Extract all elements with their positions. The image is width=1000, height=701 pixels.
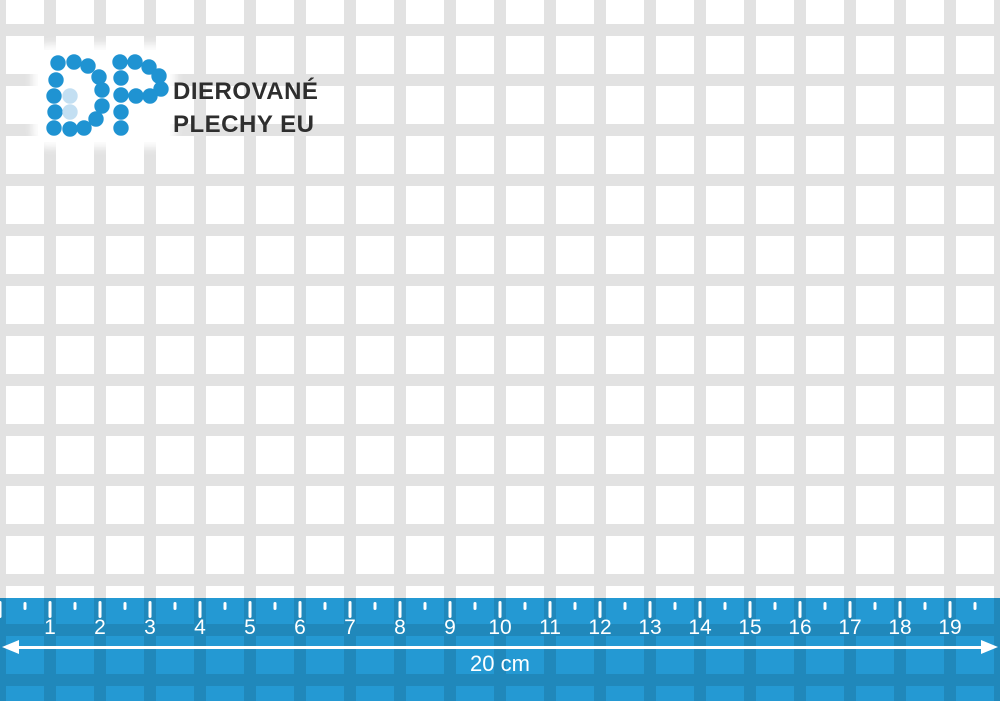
cm-number: 19 (938, 616, 962, 639)
dp-monogram-logo-icon (46, 54, 169, 137)
arrow-left-icon (2, 640, 19, 654)
major-tick (848, 601, 852, 618)
measure-arrow (2, 640, 998, 655)
minor-tick (773, 602, 777, 610)
major-tick (648, 601, 652, 618)
minor-tick (523, 602, 527, 610)
minor-tick (23, 602, 27, 610)
major-tick (748, 601, 752, 618)
minor-tick (273, 602, 277, 610)
cm-number: 13 (638, 616, 662, 639)
major-tick (148, 601, 152, 618)
major-tick (298, 601, 302, 618)
minor-tick (973, 602, 977, 610)
major-tick (248, 601, 252, 618)
minor-tick (823, 602, 827, 610)
major-tick (0, 601, 2, 618)
cm-number: 3 (144, 616, 156, 639)
major-tick (948, 601, 952, 618)
arrow-shaft (11, 646, 989, 649)
total-width-label: 20 cm (470, 651, 530, 676)
cm-number: 18 (888, 616, 912, 639)
brand-name: DIEROVANÉ PLECHY EU (173, 75, 318, 141)
minor-tick (423, 602, 427, 610)
minor-tick (123, 602, 127, 610)
cm-number: 2 (94, 616, 106, 639)
brand-line2: PLECHY EU (173, 110, 315, 138)
minor-tick (873, 602, 877, 610)
cm-number: 1 (44, 616, 56, 639)
cm-number: 16 (788, 616, 812, 639)
cm-number: 6 (294, 616, 306, 639)
minor-tick (623, 602, 627, 610)
minor-tick (323, 602, 327, 610)
major-tick (198, 601, 202, 618)
major-tick (798, 601, 802, 618)
minor-tick (373, 602, 377, 610)
arrow-right-icon (981, 640, 998, 654)
cm-number: 4 (194, 616, 206, 639)
major-tick (398, 601, 402, 618)
cm-number: 11 (539, 616, 561, 639)
cm-number: 15 (738, 616, 762, 639)
brand-line1: DIEROVANÉ (173, 77, 319, 105)
major-tick (598, 601, 602, 618)
cm-number: 14 (688, 616, 712, 639)
minor-tick (473, 602, 477, 610)
ruler: 1 2 3 4 5 6 7 8 9 10 11 12 13 14 15 16 17 18 19 20 cm (0, 598, 1000, 701)
minor-tick (73, 602, 77, 610)
cm-number: 5 (244, 616, 256, 639)
minor-tick (573, 602, 577, 610)
cm-number: 12 (588, 616, 612, 639)
major-tick (98, 601, 102, 618)
minor-tick (723, 602, 727, 610)
cm-number: 8 (394, 616, 406, 639)
cm-number: 7 (344, 616, 356, 639)
minor-tick (673, 602, 677, 610)
major-tick (898, 601, 902, 618)
major-tick (448, 601, 452, 618)
major-tick (498, 601, 502, 618)
major-tick (698, 601, 702, 618)
cm-number: 17 (838, 616, 862, 639)
major-tick (348, 601, 352, 618)
major-tick (48, 601, 52, 618)
cm-number: 9 (444, 616, 456, 639)
major-tick (548, 601, 552, 618)
ruler-markings: 1 2 3 4 5 6 7 8 9 10 11 12 13 14 15 16 17 18 19 20 cm (0, 598, 1000, 701)
minor-tick (223, 602, 227, 610)
cm-number: 10 (488, 616, 512, 639)
minor-tick (923, 602, 927, 610)
minor-tick (173, 602, 177, 610)
